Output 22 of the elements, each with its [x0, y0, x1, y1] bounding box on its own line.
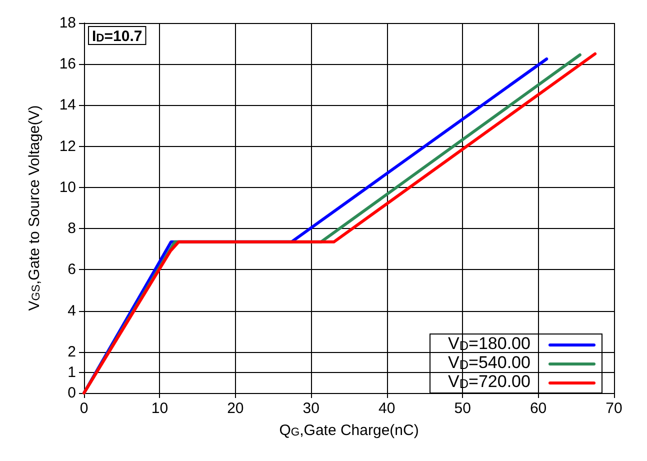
y-tick-label: 2 — [68, 343, 76, 360]
y-tick-label: 6 — [68, 261, 76, 278]
y-tick-label: 0 — [68, 384, 76, 402]
y-tick-label: 10 — [59, 178, 76, 196]
y-axis-title: VGS,Gate to Source Voltage(V) — [26, 105, 43, 311]
y-tick-label: 1 — [68, 364, 76, 381]
x-tick-label: 30 — [302, 400, 320, 417]
y-tick-label: 8 — [68, 220, 76, 238]
y-tick-label: 12 — [59, 138, 76, 155]
x-axis-title: QG,Gate Charge(nC) — [279, 422, 419, 439]
y-tick-label: 16 — [59, 56, 76, 73]
x-tick-label: 60 — [530, 400, 547, 417]
x-tick-label: 0 — [80, 400, 88, 417]
y-tick-label: 4 — [68, 302, 76, 320]
annotation: ID=10.7 — [92, 28, 142, 45]
x-tick-label: 70 — [606, 400, 622, 417]
y-tick-label: 14 — [59, 96, 76, 114]
x-tick-label: 10 — [151, 400, 168, 417]
x-tick-label: 50 — [454, 400, 471, 417]
x-tick-label: 20 — [227, 400, 244, 417]
y-tick-label: 18 — [59, 14, 76, 32]
x-tick-label: 40 — [378, 400, 396, 417]
